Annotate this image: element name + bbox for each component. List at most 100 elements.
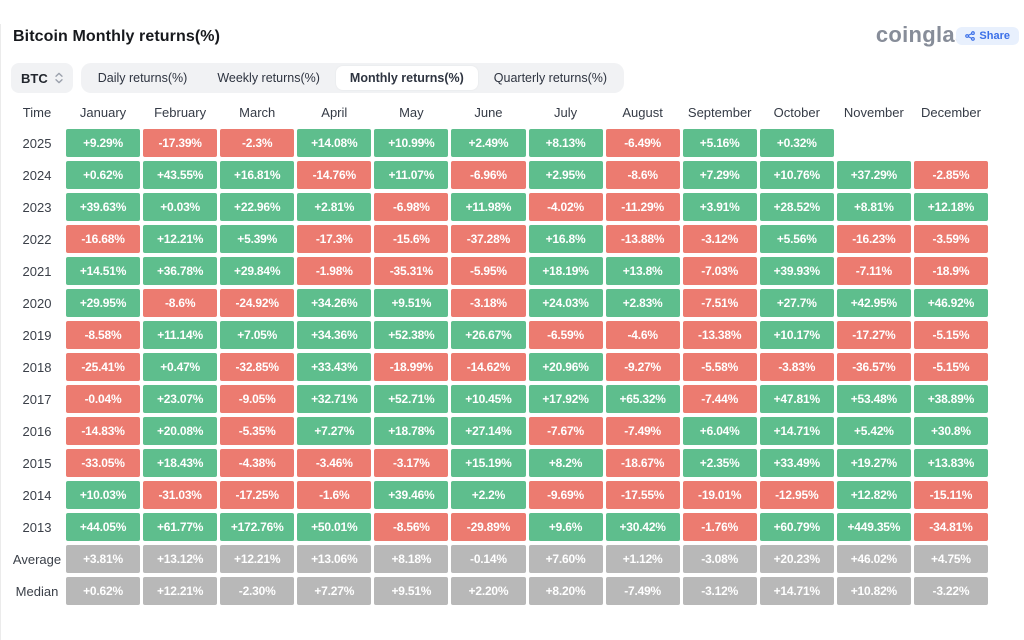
return-cell: +30.42% bbox=[605, 513, 680, 541]
return-cell: +22.96% bbox=[220, 193, 295, 221]
return-cell: -1.76% bbox=[682, 513, 757, 541]
return-cell: -19.01% bbox=[682, 481, 757, 509]
return-cell: +7.27% bbox=[297, 577, 372, 605]
row-label-2025: 2025 bbox=[22, 135, 52, 151]
return-cell: +3.81% bbox=[66, 545, 141, 573]
column-header-october: October bbox=[773, 105, 820, 120]
return-cell: -33.05% bbox=[66, 449, 141, 477]
return-cell: -3.17% bbox=[374, 449, 449, 477]
return-cell: +60.79% bbox=[759, 513, 834, 541]
return-cell: -5.58% bbox=[682, 353, 757, 381]
return-cell: +14.71% bbox=[759, 417, 834, 445]
return-cell: -14.83% bbox=[66, 417, 141, 445]
return-cell: -2.3% bbox=[220, 129, 295, 157]
return-cell: +10.17% bbox=[759, 321, 834, 349]
return-cell: +2.83% bbox=[605, 289, 680, 317]
return-cell: +5.56% bbox=[759, 225, 834, 253]
return-cell: -37.28% bbox=[451, 225, 526, 253]
return-cell: +50.01% bbox=[297, 513, 372, 541]
symbol-selector[interactable]: BTC bbox=[11, 63, 73, 93]
return-cell: +17.92% bbox=[528, 385, 603, 413]
return-cell: +0.03% bbox=[143, 193, 218, 221]
share-icon bbox=[965, 31, 976, 41]
row-label-median: Median bbox=[15, 583, 59, 599]
row-label-2020: 2020 bbox=[22, 295, 52, 311]
return-cell: -18.67% bbox=[605, 449, 680, 477]
return-cell: +20.96% bbox=[528, 353, 603, 381]
return-cell: +11.07% bbox=[374, 161, 449, 189]
return-cell: +7.29% bbox=[682, 161, 757, 189]
return-cell: -35.31% bbox=[374, 257, 449, 285]
column-header-may: May bbox=[399, 105, 424, 120]
share-button[interactable]: Share bbox=[956, 27, 1019, 45]
row-label-average: Average bbox=[12, 551, 62, 567]
return-cell: +27.7% bbox=[759, 289, 834, 317]
return-cell: -5.95% bbox=[451, 257, 526, 285]
return-cell: -1.6% bbox=[297, 481, 372, 509]
return-cell: -8.56% bbox=[374, 513, 449, 541]
return-cell: +0.47% bbox=[143, 353, 218, 381]
return-cell: -18.99% bbox=[374, 353, 449, 381]
return-cell: -15.11% bbox=[913, 481, 988, 509]
return-cell: +12.21% bbox=[220, 545, 295, 573]
return-cell: -3.46% bbox=[297, 449, 372, 477]
row-label-2015: 2015 bbox=[22, 455, 52, 471]
empty-cell bbox=[914, 129, 988, 157]
return-cell: +39.63% bbox=[66, 193, 141, 221]
return-cell: +449.35% bbox=[836, 513, 911, 541]
return-cell: +13.12% bbox=[143, 545, 218, 573]
column-header-december: December bbox=[920, 105, 981, 120]
return-cell: +12.21% bbox=[143, 225, 218, 253]
return-cell: -3.08% bbox=[682, 545, 757, 573]
return-cell: -3.59% bbox=[913, 225, 988, 253]
return-cell: +13.06% bbox=[297, 545, 372, 573]
row-label-2021: 2021 bbox=[22, 263, 52, 279]
tab-daily-returns[interactable]: Daily returns(%) bbox=[97, 71, 188, 85]
return-cell: +32.71% bbox=[297, 385, 372, 413]
return-cell: +9.51% bbox=[374, 577, 449, 605]
column-header-march: March bbox=[239, 105, 276, 120]
return-cell: -7.11% bbox=[836, 257, 911, 285]
return-cell: +1.12% bbox=[605, 545, 680, 573]
return-cell: -7.44% bbox=[682, 385, 757, 413]
return-cell: -6.49% bbox=[605, 129, 680, 157]
return-cell: +10.82% bbox=[836, 577, 911, 605]
return-cell: +18.43% bbox=[143, 449, 218, 477]
return-cell: +14.71% bbox=[759, 577, 834, 605]
return-cell: -3.12% bbox=[682, 225, 757, 253]
return-cell: +42.95% bbox=[836, 289, 911, 317]
tab-monthly-returns[interactable]: Monthly returns(%) bbox=[335, 66, 478, 90]
return-cell: +14.08% bbox=[297, 129, 372, 157]
return-cell: -34.81% bbox=[913, 513, 988, 541]
return-cell: -8.6% bbox=[143, 289, 218, 317]
return-cell: -17.55% bbox=[605, 481, 680, 509]
return-cell: -32.85% bbox=[220, 353, 295, 381]
return-cell: +5.16% bbox=[682, 129, 757, 157]
return-cell: +11.14% bbox=[143, 321, 218, 349]
return-cell: -5.35% bbox=[220, 417, 295, 445]
return-cell: -4.6% bbox=[605, 321, 680, 349]
return-cell: +8.13% bbox=[528, 129, 603, 157]
return-cell: +36.78% bbox=[143, 257, 218, 285]
return-cell: +9.6% bbox=[528, 513, 603, 541]
return-cell: -18.9% bbox=[913, 257, 988, 285]
return-cell: +0.62% bbox=[66, 577, 141, 605]
return-cell: +6.04% bbox=[682, 417, 757, 445]
return-cell: +2.95% bbox=[528, 161, 603, 189]
column-header-february: February bbox=[154, 105, 207, 120]
return-cell: +0.32% bbox=[759, 129, 834, 157]
tab-weekly-returns[interactable]: Weekly returns(%) bbox=[217, 71, 320, 85]
return-cell: +19.27% bbox=[836, 449, 911, 477]
return-cell: +3.91% bbox=[682, 193, 757, 221]
symbol-label: BTC bbox=[21, 70, 48, 86]
return-cell: +52.38% bbox=[374, 321, 449, 349]
return-cell: +10.45% bbox=[451, 385, 526, 413]
tab-quarterly-returns[interactable]: Quarterly returns(%) bbox=[493, 71, 608, 85]
return-cell: +12.18% bbox=[913, 193, 988, 221]
returns-table: Time January February March April May June July… bbox=[11, 100, 988, 605]
return-cell: +29.95% bbox=[66, 289, 141, 317]
return-cell: -0.14% bbox=[451, 545, 526, 573]
return-cell: +11.98% bbox=[451, 193, 526, 221]
return-cell: +9.29% bbox=[66, 129, 141, 157]
return-cell: +7.27% bbox=[297, 417, 372, 445]
